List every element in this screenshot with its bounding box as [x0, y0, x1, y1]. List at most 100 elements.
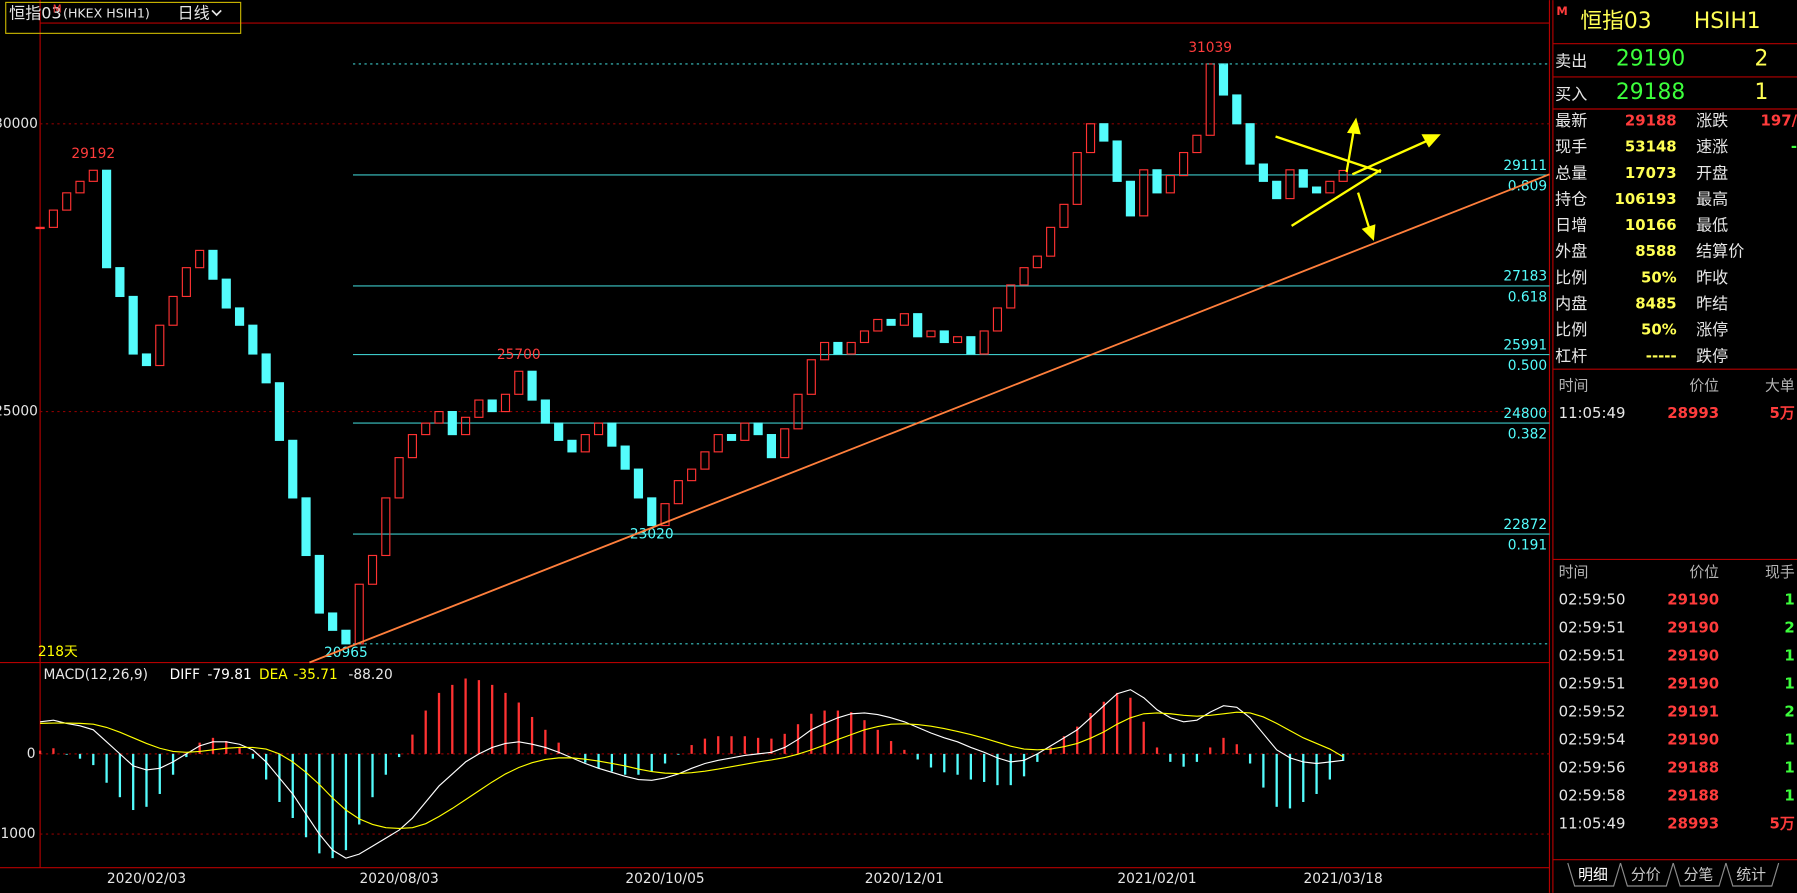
table-cell: 29188 — [1667, 758, 1719, 776]
stat-label: 内盘 — [1555, 294, 1587, 313]
candle — [274, 382, 285, 441]
fib-price-label: 24800 — [1503, 406, 1547, 422]
stat-value: 8588 — [1635, 242, 1676, 260]
tab[interactable]: 分笔 — [1684, 866, 1714, 884]
triangle-drawing — [1275, 117, 1441, 242]
x-tick-label: 2020/12/01 — [865, 871, 944, 887]
stat-label: 比例 — [1555, 268, 1587, 287]
stat-label: 开盘 — [1696, 163, 1728, 182]
candle — [328, 612, 338, 631]
tab[interactable]: 统计 — [1736, 866, 1766, 884]
stat-label: 总量 — [1555, 163, 1587, 182]
toolbar-box — [5, 1, 242, 34]
candle — [766, 434, 777, 459]
table-cell: 1 — [1784, 730, 1794, 748]
candle — [221, 278, 231, 309]
candle — [527, 370, 537, 401]
fib-price-label: 25991 — [1503, 337, 1547, 353]
candle — [740, 422, 750, 441]
symbol-mark: M — [53, 3, 62, 15]
arrow-head — [1346, 117, 1361, 135]
y-tick-label: 25000 — [0, 404, 38, 420]
fib-ratio-label: 0.500 — [1508, 358, 1547, 374]
candle — [780, 428, 790, 459]
candle — [899, 313, 909, 326]
arrow — [1356, 192, 1371, 230]
tab-shape[interactable] — [1619, 862, 1674, 887]
candle — [593, 422, 604, 436]
candle — [314, 554, 324, 614]
quote-code: HSIH1 — [1694, 9, 1761, 34]
stat-label: 比例 — [1555, 320, 1587, 339]
candle — [820, 341, 830, 361]
candle — [966, 336, 976, 355]
candle — [128, 295, 138, 355]
candle — [873, 318, 883, 332]
arrow — [1345, 131, 1355, 173]
stat-value: 50% — [1641, 268, 1677, 286]
candle — [1179, 151, 1189, 177]
tab[interactable]: 明细 — [1578, 866, 1608, 884]
candle — [367, 554, 378, 585]
candle — [1285, 169, 1295, 200]
legend-value: -79.81 — [207, 667, 251, 683]
tab-shape[interactable] — [1567, 862, 1622, 887]
order-qty: 2 — [1754, 47, 1768, 72]
candle — [407, 434, 417, 459]
candle — [115, 267, 125, 298]
candle — [687, 468, 697, 482]
candle — [580, 434, 590, 453]
table-cell: 5万 — [1769, 404, 1794, 422]
candle — [487, 399, 497, 413]
candle — [155, 324, 165, 367]
fib-ratio-label: 0.809 — [1508, 178, 1547, 194]
candle — [607, 422, 617, 447]
tab-shape[interactable] — [1672, 862, 1727, 887]
candle — [554, 422, 564, 441]
fib-price-label: 29111 — [1503, 158, 1547, 174]
candle — [1046, 226, 1056, 257]
tab-shape[interactable] — [1725, 862, 1780, 887]
stat-label: 持仓 — [1555, 189, 1587, 208]
y-tick-label: 0 — [27, 746, 36, 762]
period-selector[interactable]: 日线 — [178, 3, 210, 22]
stat-label: 涨停 — [1696, 320, 1728, 339]
stat-label: 涨跌 — [1696, 111, 1728, 130]
high-label: 31039 — [1188, 40, 1232, 56]
stat-value: 8485 — [1635, 295, 1676, 313]
candle — [1072, 151, 1082, 205]
candle — [1272, 180, 1282, 200]
candle — [1019, 267, 1029, 286]
candle — [1059, 203, 1069, 228]
table-header: 时间 — [1559, 376, 1589, 394]
candle — [939, 330, 949, 344]
macd-line — [40, 711, 1344, 830]
candle — [1099, 123, 1109, 142]
candle — [381, 497, 391, 557]
stat-label: 跌停 — [1696, 346, 1728, 365]
stat-value: 50% — [1641, 321, 1677, 339]
table-header: 价位 — [1689, 563, 1719, 581]
candle — [1152, 169, 1162, 194]
candle — [647, 497, 657, 527]
candle — [726, 434, 737, 441]
candle — [1218, 63, 1229, 96]
triangle-lower — [1290, 168, 1382, 227]
quote-name: 恒指03 — [1580, 9, 1651, 34]
candle — [926, 330, 936, 338]
arrow-head — [1421, 134, 1441, 148]
table-cell: 02:59:54 — [1559, 730, 1626, 748]
candle — [1125, 180, 1136, 217]
table-cell: 28993 — [1667, 814, 1719, 832]
tab[interactable]: 分价 — [1631, 866, 1661, 884]
candle — [48, 209, 58, 228]
x-tick-label: 2020/02/03 — [107, 871, 186, 887]
candle — [1325, 180, 1335, 194]
candle — [474, 399, 484, 418]
stat-label: 日增 — [1555, 216, 1587, 235]
dropdown-arrow[interactable] — [211, 9, 222, 17]
stat-label: 结算价 — [1696, 242, 1744, 261]
candle — [447, 410, 457, 436]
